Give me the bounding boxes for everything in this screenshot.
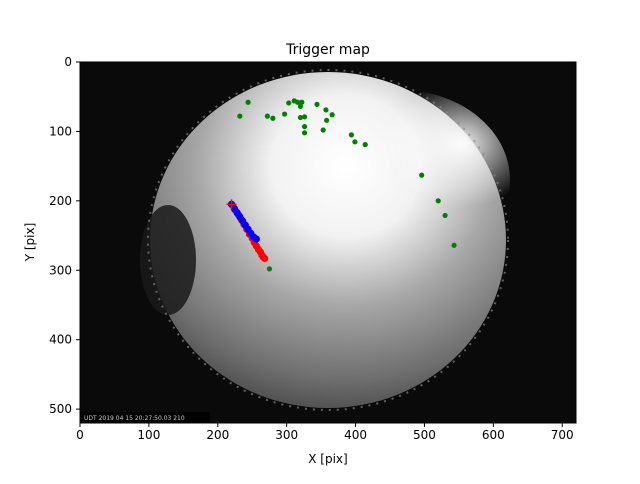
data-point	[297, 114, 304, 121]
data-point	[329, 112, 335, 118]
x-tick-label: 500	[413, 428, 436, 442]
data-point	[252, 235, 260, 243]
x-tick-label: 600	[482, 428, 505, 442]
x-tick-label: 400	[344, 428, 367, 442]
data-point	[282, 111, 288, 117]
data-point	[237, 113, 243, 119]
data-point	[266, 266, 273, 272]
data-point	[301, 123, 308, 130]
data-point	[348, 132, 355, 138]
data-point	[419, 172, 425, 178]
data-point	[323, 107, 329, 113]
y-tick-label: 100	[49, 124, 72, 138]
data-point	[320, 127, 326, 133]
data-point	[261, 254, 269, 263]
x-tick-label: 100	[137, 428, 160, 442]
y-tick-label: 300	[49, 263, 72, 277]
x-axis-label: X [pix]	[308, 452, 347, 466]
x-tick-label: 700	[551, 428, 574, 442]
data-point	[362, 142, 368, 148]
data-point	[301, 114, 308, 120]
y-tick-label: 200	[49, 194, 72, 208]
data-point	[324, 117, 330, 123]
y-axis-label: Y [pix]	[23, 223, 37, 263]
horizon-lights	[147, 69, 509, 411]
data-point	[301, 130, 308, 136]
image-timestamp: UDT 2019 04 15 20:27:50.03 210	[84, 415, 185, 422]
data-point	[286, 100, 292, 106]
sky-image: UDT 2019 04 15 20:27:50.03 210	[80, 62, 576, 423]
x-tick-label: 200	[206, 428, 229, 442]
data-marks	[226, 98, 457, 272]
data-point	[295, 99, 301, 105]
x-tick-label: 0	[76, 428, 84, 442]
chart-title: Trigger map	[285, 42, 370, 58]
y-tick-label: 0	[64, 55, 72, 69]
axes-frame	[79, 61, 577, 424]
data-point	[314, 101, 320, 107]
data-point	[297, 103, 304, 110]
data-point	[299, 99, 305, 105]
data-point	[435, 198, 441, 204]
timestamp-box	[80, 412, 210, 422]
y-tick-label: 400	[49, 333, 72, 347]
y-axis-ticks: 0 100 200 300 400 500	[49, 55, 80, 416]
data-point	[264, 113, 270, 119]
x-axis-ticks: 0 100 200 300 400 500 600 700	[76, 423, 574, 442]
x-tick-label: 300	[275, 428, 298, 442]
tree-silhouette	[140, 205, 196, 315]
data-point	[245, 99, 251, 105]
sky-bright-region	[290, 90, 510, 270]
data-point	[270, 115, 276, 121]
y-tick-label: 500	[49, 402, 72, 416]
data-point	[442, 212, 448, 219]
data-point	[352, 139, 358, 145]
data-point	[451, 242, 457, 248]
